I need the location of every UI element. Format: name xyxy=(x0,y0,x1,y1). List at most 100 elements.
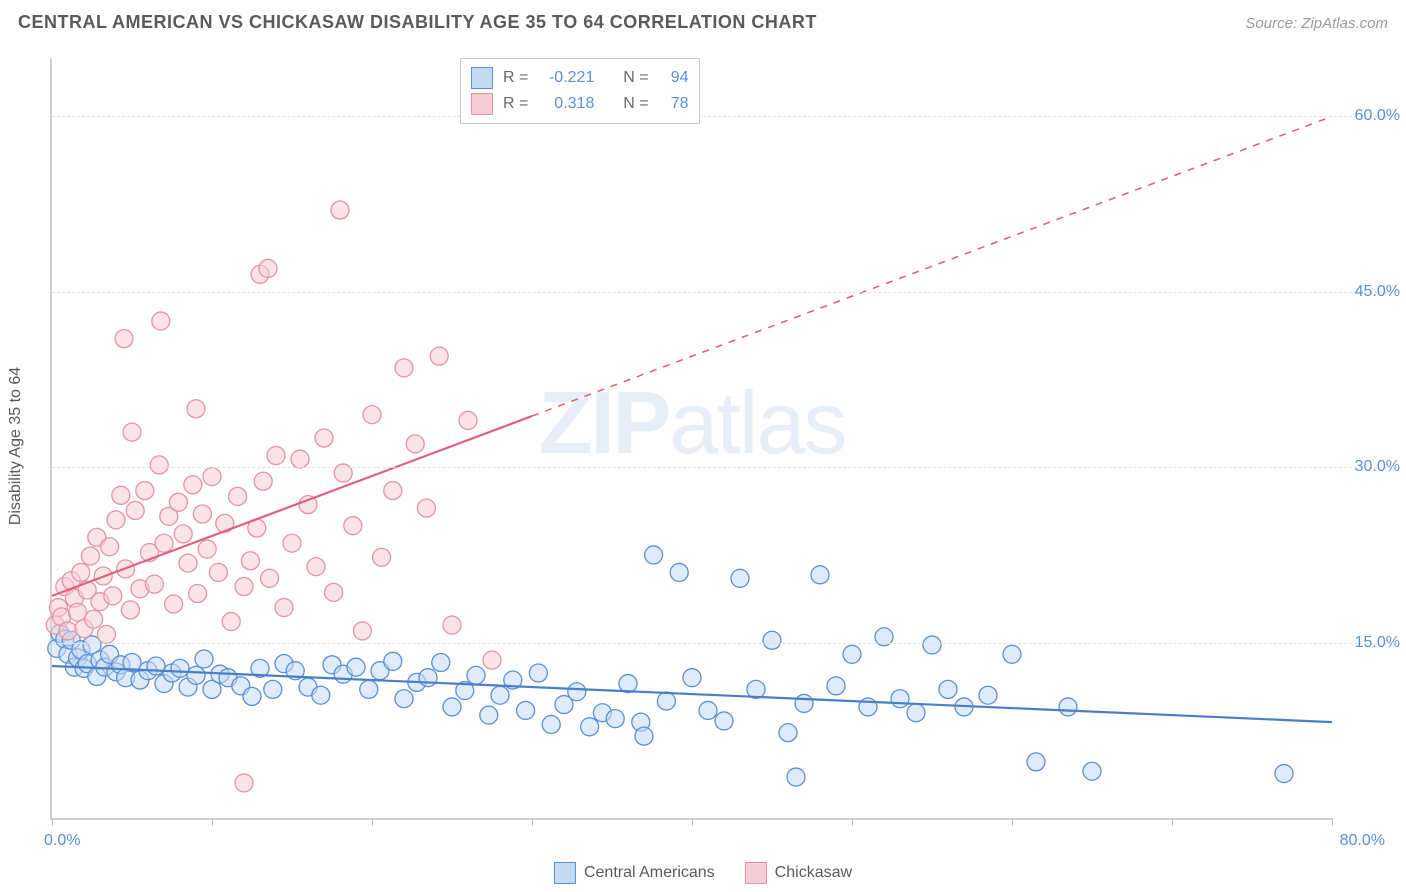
x-tick xyxy=(52,818,53,826)
data-point xyxy=(229,487,247,505)
data-point xyxy=(491,686,509,704)
data-point xyxy=(69,603,87,621)
x-tick xyxy=(692,818,693,826)
data-point xyxy=(344,517,362,535)
x-tick xyxy=(1012,818,1013,826)
data-point xyxy=(419,669,437,687)
data-point xyxy=(467,666,485,684)
data-point xyxy=(145,575,163,593)
n-label: N = xyxy=(623,69,648,87)
data-point xyxy=(203,468,221,486)
data-point xyxy=(189,585,207,603)
data-point xyxy=(312,686,330,704)
data-point xyxy=(152,312,170,330)
data-point xyxy=(406,435,424,453)
x-tick xyxy=(1332,818,1333,826)
data-point xyxy=(363,406,381,424)
data-point xyxy=(907,704,925,722)
gridline xyxy=(52,467,1392,468)
data-point xyxy=(107,511,125,529)
data-point xyxy=(241,552,259,570)
data-point xyxy=(331,201,349,219)
data-point xyxy=(443,616,461,634)
gridline xyxy=(52,643,1392,644)
data-point xyxy=(939,680,957,698)
data-point xyxy=(353,622,371,640)
x-tick xyxy=(372,818,373,826)
data-point xyxy=(670,563,688,581)
n-value: 94 xyxy=(659,69,689,87)
gridline xyxy=(52,292,1392,293)
statbox-row: R = -0.221 N = 94 xyxy=(471,65,689,91)
chart-area: ZIPatlas 15.0%30.0%45.0%60.0% R =-0.221 … xyxy=(50,58,1330,818)
data-point xyxy=(542,715,560,733)
data-point xyxy=(85,610,103,628)
data-point xyxy=(267,447,285,465)
data-point xyxy=(568,683,586,701)
y-tick-label: 45.0% xyxy=(1355,283,1400,301)
x-tick xyxy=(852,818,853,826)
data-point xyxy=(715,712,733,730)
data-point xyxy=(315,429,333,447)
data-point xyxy=(121,601,139,619)
x-tick xyxy=(1172,818,1173,826)
n-value: 78 xyxy=(659,95,689,113)
data-point xyxy=(347,658,365,676)
x-tick xyxy=(212,818,213,826)
x-max-label: 80.0% xyxy=(1340,832,1385,850)
data-point xyxy=(169,493,187,511)
data-point xyxy=(891,690,909,708)
y-tick-label: 60.0% xyxy=(1355,107,1400,125)
data-point xyxy=(657,692,675,710)
r-label: R = xyxy=(503,95,528,113)
data-point xyxy=(254,472,272,490)
data-point xyxy=(384,482,402,500)
data-point xyxy=(529,664,547,682)
swatch-icon xyxy=(471,93,493,115)
y-axis-label: Disability Age 35 to 64 xyxy=(7,367,25,525)
data-point xyxy=(635,727,653,745)
data-point xyxy=(395,359,413,377)
data-point xyxy=(283,534,301,552)
r-value: -0.221 xyxy=(538,69,594,87)
data-point xyxy=(459,411,477,429)
data-point xyxy=(606,710,624,728)
plot-svg xyxy=(52,58,1332,818)
data-point xyxy=(187,666,205,684)
data-point xyxy=(619,675,637,693)
data-point xyxy=(150,456,168,474)
legend-label: Central Americans xyxy=(584,864,715,882)
data-point xyxy=(209,563,227,581)
data-point xyxy=(126,501,144,519)
data-point xyxy=(827,677,845,695)
data-point xyxy=(147,657,165,675)
legend-label: Chickasaw xyxy=(775,864,852,882)
data-point xyxy=(184,476,202,494)
data-point xyxy=(430,347,448,365)
data-point xyxy=(395,690,413,708)
data-point xyxy=(235,577,253,595)
gridline xyxy=(52,116,1392,117)
swatch-icon xyxy=(471,67,493,89)
data-point xyxy=(59,622,77,640)
data-point xyxy=(155,534,173,552)
data-point xyxy=(235,774,253,792)
data-point xyxy=(261,569,279,587)
data-point xyxy=(432,653,450,671)
data-point xyxy=(112,486,130,504)
data-point xyxy=(360,680,378,698)
data-point xyxy=(193,505,211,523)
data-point xyxy=(731,569,749,587)
r-value: 0.318 xyxy=(538,95,594,113)
data-point xyxy=(1059,698,1077,716)
data-point xyxy=(275,599,293,617)
data-point xyxy=(179,554,197,572)
data-point xyxy=(384,652,402,670)
statbox-row: R =0.318 N =78 xyxy=(471,91,689,117)
r-label: R = xyxy=(503,69,528,87)
data-point xyxy=(171,659,189,677)
y-tick-label: 15.0% xyxy=(1355,634,1400,652)
swatch-icon xyxy=(745,862,767,884)
data-point xyxy=(259,259,277,277)
x-min-label: 0.0% xyxy=(44,832,80,850)
